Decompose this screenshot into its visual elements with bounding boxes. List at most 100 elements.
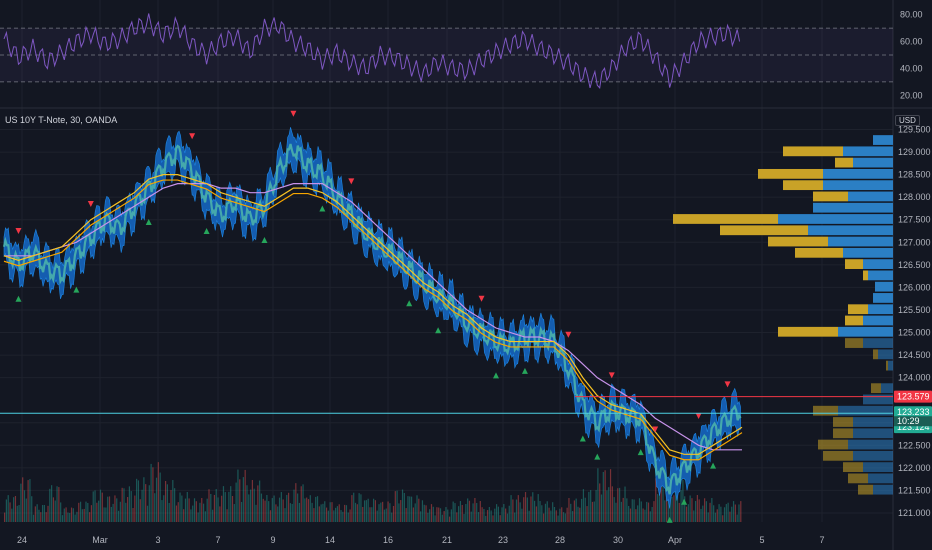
volume-bar: [89, 512, 91, 522]
time-tick-label: Mar: [92, 535, 108, 545]
volume-bar: [602, 472, 604, 522]
buy-signal-icon: [435, 327, 442, 334]
vp-up-bar: [823, 168, 893, 179]
sell-signal-icon: [478, 295, 485, 302]
volume-bar: [251, 480, 254, 522]
volume-bar: [647, 502, 650, 522]
volume-bar: [23, 490, 26, 522]
volume-bar: [644, 509, 646, 522]
vp-up-bar: [848, 191, 893, 202]
volume-bar: [635, 509, 637, 522]
volume-bar: [461, 504, 463, 522]
volume-bar: [658, 494, 660, 522]
buy-signal-icon: [710, 462, 717, 469]
volume-bar: [116, 498, 118, 522]
volume-bar: [418, 498, 420, 522]
volume-bar: [228, 491, 230, 522]
vp-up-bar: [838, 405, 893, 416]
vp-down-bar: [848, 304, 868, 315]
volume-bar: [342, 511, 344, 522]
time-axis[interactable]: 24 Mar 3 7 9 14 16 21 23 28 30 Apr 5 7: [0, 530, 932, 550]
vp-down-bar: [673, 214, 778, 224]
volume-bar: [633, 499, 635, 522]
volume-bar: [25, 498, 27, 522]
volume-bar: [278, 497, 281, 522]
volume-bar: [624, 486, 626, 522]
vp-down-bar: [845, 259, 863, 269]
volume-bar: [439, 508, 442, 522]
sell-signal-icon: [652, 426, 659, 433]
vp-down-bar: [768, 236, 828, 247]
volume-bar: [193, 498, 196, 522]
volume-bar: [70, 507, 73, 522]
volume-bar: [32, 514, 35, 522]
volume-bar: [564, 513, 566, 522]
symbol-title[interactable]: US 10Y T-Note, 30, OANDA: [5, 115, 118, 125]
volume-bar: [702, 505, 704, 522]
volume-bar: [5, 499, 8, 522]
volume-bar: [392, 505, 395, 522]
vp-down-bar: [813, 405, 838, 416]
volume-bar: [629, 508, 632, 522]
volume-bar: [92, 491, 94, 522]
vp-up-bar: [838, 326, 893, 337]
volume-bar: [58, 487, 60, 522]
volume-bar: [720, 506, 722, 522]
volume-bar: [56, 486, 58, 522]
volume-bar: [412, 507, 414, 522]
volume-bar: [380, 502, 382, 522]
volume-bar: [718, 504, 720, 522]
vp-down-bar: [863, 270, 868, 281]
volume-bar: [454, 503, 456, 522]
volume-bar: [18, 505, 20, 522]
volume-bar: [219, 506, 221, 522]
volume-bar: [550, 510, 552, 522]
volume-bar: [318, 506, 320, 522]
volume-bar: [432, 506, 434, 522]
vp-up-bar: [853, 450, 893, 461]
vp-up-bar: [848, 439, 893, 450]
volume-bar: [79, 501, 82, 522]
volume-bar: [434, 515, 436, 522]
volume-bar: [29, 479, 31, 522]
price-axis[interactable]: 121.000121.500122.000122.500123.000124.0…: [894, 125, 932, 518]
volume-bar: [260, 493, 263, 522]
vp-up-bar: [875, 281, 893, 292]
volume-bar: [107, 496, 109, 522]
currency-label[interactable]: USD: [895, 115, 920, 126]
volume-bar: [226, 509, 228, 522]
volume-bar: [613, 497, 615, 522]
volume-bar: [398, 503, 400, 522]
volume-bar: [273, 495, 275, 522]
volume-bar: [716, 509, 718, 522]
volume-bar: [575, 498, 577, 522]
price-envelope: [3, 127, 741, 509]
volume-bar: [506, 513, 509, 522]
volume-bar: [617, 488, 619, 522]
volume-bar: [257, 485, 259, 522]
volume-bar: [597, 468, 599, 522]
volume-bar: [354, 502, 357, 522]
volume-bar: [49, 488, 51, 522]
volume-bar: [134, 495, 136, 522]
vp-up-bar: [873, 293, 893, 303]
volume-bar: [145, 484, 147, 522]
buy-signal-icon: [594, 453, 601, 460]
volume-bar: [183, 509, 185, 522]
volume-bar: [174, 488, 176, 522]
volume-bar: [43, 505, 45, 522]
volume-bar: [103, 507, 105, 522]
volume-bar: [338, 504, 340, 522]
volume-bar: [239, 479, 241, 522]
vp-up-bar: [853, 428, 893, 439]
volume-bar: [190, 509, 192, 522]
volume-bar: [608, 487, 610, 522]
volume-bar: [327, 510, 329, 522]
volume-bar: [47, 505, 49, 522]
volume-bar: [250, 489, 252, 522]
volume-bar: [137, 480, 140, 522]
volume-bar: [286, 494, 288, 522]
volume-bar: [266, 495, 268, 522]
volume-bar: [164, 481, 167, 522]
